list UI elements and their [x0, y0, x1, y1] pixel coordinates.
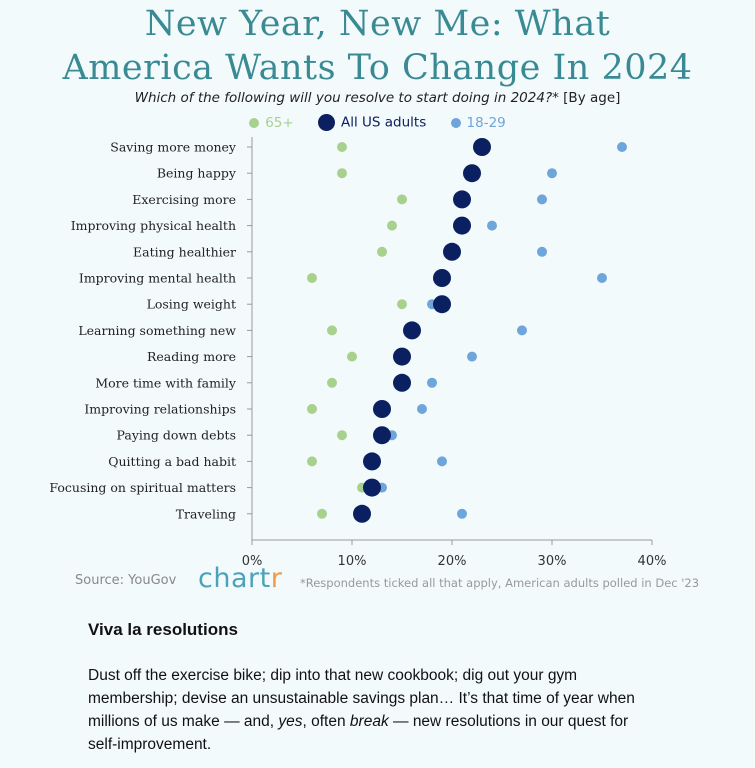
- dot-all-us-adults: [373, 400, 391, 418]
- article: Viva la resolutions Dust off the exercis…: [88, 620, 648, 756]
- article-em-yes: yes: [278, 713, 303, 730]
- chart-title-line2: America Wants To Change In 2024: [62, 48, 693, 88]
- article-text-3: — new resolutions in our quest for self-…: [88, 713, 629, 753]
- logo-main: chart: [198, 563, 271, 594]
- dot-all-us-adults: [463, 164, 481, 183]
- x-tick-label: 20%: [438, 554, 467, 569]
- legend-dot-65: [249, 117, 260, 128]
- category-label: Improving mental health: [79, 271, 236, 286]
- category-label: Improving physical health: [71, 218, 236, 233]
- article-heading: Viva la resolutions: [88, 620, 238, 639]
- dot-all-us-adults: [373, 426, 391, 445]
- dot-65-plus: [397, 194, 407, 205]
- legend-label-65: 65+: [265, 114, 294, 131]
- dot-18-29: [467, 351, 477, 362]
- chart-title: New Year, New Me: What America Wants To …: [0, 2, 755, 90]
- dot-65-plus: [337, 142, 347, 152]
- category-label: Improving relationships: [84, 402, 236, 417]
- x-tick-label: 10%: [338, 554, 367, 569]
- dot-65-plus: [317, 508, 327, 519]
- chart-subtitle: Which of the following will you resolve …: [0, 90, 755, 106]
- legend-item-18: 18-29: [450, 114, 506, 131]
- dot-all-us-adults: [363, 452, 381, 471]
- dot-18-29: [547, 168, 557, 179]
- dot-18-29: [537, 246, 547, 257]
- dot-all-us-adults: [433, 269, 451, 287]
- legend-item-65: 65+: [249, 115, 294, 131]
- dot-all-us-adults: [353, 504, 371, 523]
- subtitle-by-age: [By age]: [558, 90, 621, 106]
- dot-18-29: [457, 508, 467, 519]
- category-label: Eating healthier: [133, 244, 236, 259]
- legend-dot-all: [318, 114, 335, 131]
- legend: 65+ All US adults 18-29: [0, 114, 755, 131]
- category-label: Reading more: [147, 349, 236, 364]
- article-em-break: break: [349, 713, 389, 730]
- category-label: Focusing on spiritual matters: [49, 480, 236, 495]
- x-tick-label: 40%: [638, 554, 667, 569]
- legend-dot-18: [450, 117, 461, 128]
- category-label: Saving more money: [110, 140, 237, 155]
- category-label: Learning something new: [78, 323, 236, 338]
- dot-all-us-adults: [363, 478, 381, 497]
- dot-18-29: [487, 220, 497, 231]
- legend-label-all: All US adults: [341, 114, 427, 131]
- dot-65-plus: [307, 273, 317, 283]
- category-label: Being happy: [157, 166, 237, 181]
- legend-item-all: All US adults: [318, 114, 426, 131]
- category-label: Quitting a bad habit: [108, 454, 236, 469]
- footnote: *Respondents ticked all that apply, Amer…: [300, 576, 700, 590]
- category-label: Paying down debts: [117, 428, 236, 443]
- dot-65-plus: [307, 456, 317, 467]
- dot-plot-chart: 0% 10% 20% 30% 40% Saving more money Being hap…: [49, 137, 667, 569]
- category-label: Exercising more: [132, 192, 236, 207]
- article-text-1: Dust off the exercise bike; dip into tha…: [88, 667, 635, 730]
- dot-18-29: [427, 377, 437, 388]
- dot-65-plus: [387, 220, 397, 231]
- dot-18-29: [617, 142, 627, 152]
- category-label: Traveling: [176, 506, 236, 521]
- dot-all-us-adults: [433, 295, 451, 314]
- dot-all-us-adults: [443, 242, 461, 261]
- dot-18-29: [537, 194, 547, 205]
- dot-18-29: [517, 325, 527, 336]
- dot-65-plus: [337, 168, 347, 179]
- x-tick-label: 30%: [538, 554, 567, 569]
- chartr-logo: chartr: [198, 563, 282, 594]
- dot-all-us-adults: [453, 216, 471, 235]
- article-paragraph: Dust off the exercise bike; dip into tha…: [88, 664, 648, 756]
- dot-65-plus: [327, 377, 337, 388]
- legend-label-18: 18-29: [466, 114, 506, 131]
- dot-all-us-adults: [393, 347, 411, 366]
- dot-18-29: [417, 404, 427, 414]
- dot-all-us-adults: [393, 373, 411, 392]
- dot-all-us-adults: [473, 138, 491, 156]
- dot-65-plus: [337, 430, 347, 441]
- source-note: Source: YouGov: [75, 573, 177, 588]
- dot-65-plus: [307, 404, 317, 414]
- category-label: Losing weight: [147, 297, 236, 312]
- dot-all-us-adults: [403, 321, 421, 340]
- dot-18-29: [437, 456, 447, 467]
- dot-all-us-adults: [453, 190, 471, 209]
- dot-65-plus: [397, 299, 407, 310]
- article-text-2: , often: [302, 713, 350, 730]
- dot-65-plus: [377, 246, 387, 257]
- dot-65-plus: [347, 351, 357, 362]
- logo-accent: r: [270, 563, 283, 594]
- subtitle-question: Which of the following will you resolve …: [134, 90, 559, 106]
- dot-18-29: [597, 273, 607, 283]
- dot-65-plus: [327, 325, 337, 336]
- chart-title-line1: New Year, New Me: What: [144, 4, 611, 44]
- category-label: More time with family: [95, 375, 237, 390]
- x-tick-label: 0%: [242, 554, 263, 569]
